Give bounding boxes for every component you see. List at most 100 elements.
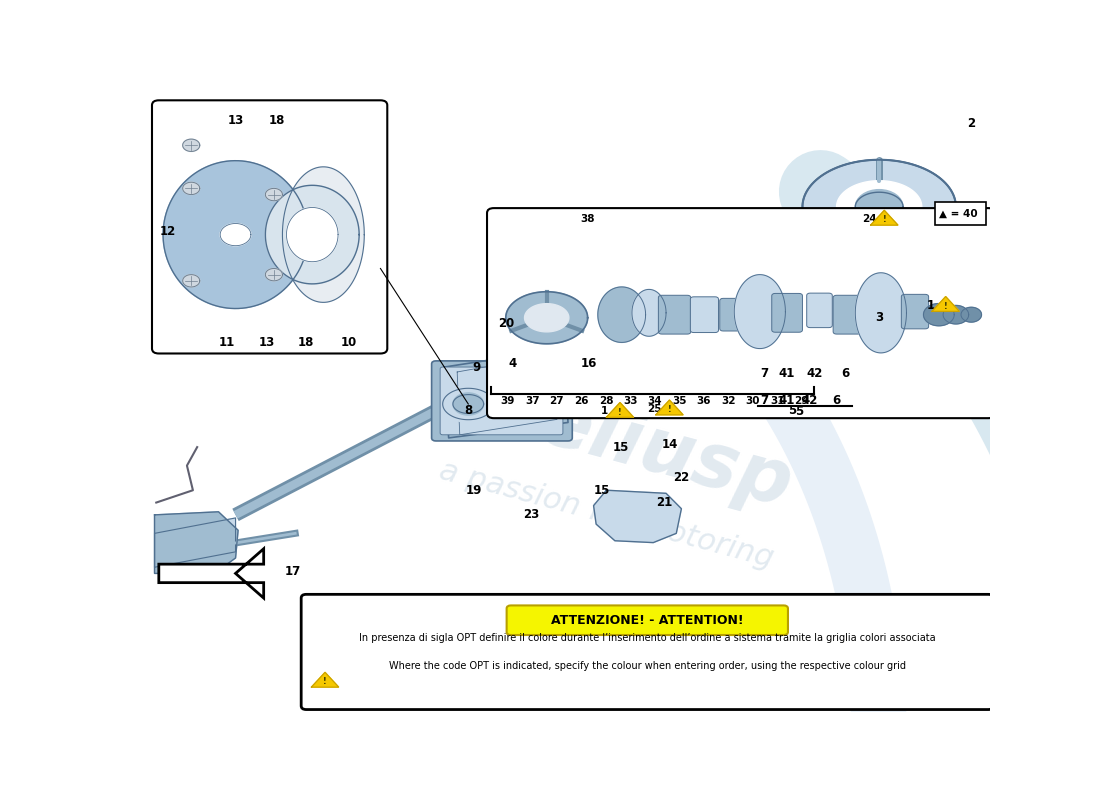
Text: 11: 11 [219,336,235,349]
Polygon shape [286,207,338,262]
Circle shape [183,139,200,151]
Text: 20: 20 [497,318,514,330]
FancyBboxPatch shape [691,297,718,333]
Circle shape [798,371,811,382]
Text: !: ! [944,302,947,310]
FancyBboxPatch shape [935,202,986,226]
Polygon shape [856,273,906,353]
Text: 41: 41 [779,366,795,380]
Text: 39: 39 [500,396,515,406]
Text: 41: 41 [779,394,795,407]
FancyBboxPatch shape [507,606,788,635]
Text: 26: 26 [574,396,589,406]
FancyBboxPatch shape [487,208,996,418]
Polygon shape [220,223,251,246]
Polygon shape [632,290,666,336]
Text: 23: 23 [524,508,539,522]
Text: 18: 18 [298,336,315,349]
Text: a passion for motoring: a passion for motoring [436,456,777,574]
Text: !: ! [323,678,327,686]
Text: 27: 27 [550,396,564,406]
Polygon shape [283,167,364,302]
Text: 34: 34 [648,396,662,406]
Text: 38: 38 [581,214,595,224]
Text: 4: 4 [508,358,517,370]
Text: 1: 1 [926,299,934,312]
FancyBboxPatch shape [806,293,833,328]
Polygon shape [265,186,359,284]
Text: 15: 15 [613,441,629,454]
Polygon shape [506,292,587,344]
Text: eliusp: eliusp [531,384,801,522]
Text: 7: 7 [760,394,768,407]
Polygon shape [163,161,308,309]
Text: !: ! [618,408,621,417]
Circle shape [183,182,200,194]
Polygon shape [924,303,954,326]
Polygon shape [594,490,681,542]
Text: 13: 13 [228,114,244,127]
Text: 17: 17 [285,565,300,578]
Polygon shape [444,349,568,438]
Text: 16: 16 [581,358,597,370]
Circle shape [791,362,805,372]
Polygon shape [311,672,339,687]
FancyBboxPatch shape [901,294,928,329]
Text: 6: 6 [833,394,840,407]
FancyBboxPatch shape [440,367,563,435]
Text: 30: 30 [746,396,760,406]
Circle shape [265,269,283,281]
Text: 28: 28 [600,396,614,406]
Polygon shape [656,400,683,415]
Text: 1: 1 [601,406,608,416]
Polygon shape [547,269,615,318]
FancyBboxPatch shape [772,294,803,332]
Polygon shape [158,549,264,598]
Text: 14: 14 [662,438,679,450]
FancyBboxPatch shape [431,361,572,441]
Text: 31: 31 [770,396,785,406]
Text: Where the code OPT is indicated, specify the colour when entering order, using t: Where the code OPT is indicated, specify… [388,661,905,670]
Polygon shape [154,512,238,574]
Polygon shape [458,354,557,435]
Text: 13: 13 [258,336,275,349]
Polygon shape [154,518,235,567]
Circle shape [265,189,283,201]
Text: !: ! [882,215,887,225]
Text: 10: 10 [341,336,358,349]
Text: 24: 24 [861,214,877,224]
Text: 5: 5 [788,404,796,417]
Text: ATTENZIONE! - ATTENTION!: ATTENZIONE! - ATTENTION! [551,614,744,626]
Circle shape [453,393,484,415]
Text: 15: 15 [594,484,610,497]
Polygon shape [598,287,646,342]
Text: 2: 2 [967,118,976,130]
Polygon shape [735,274,785,349]
Text: 37: 37 [526,396,540,406]
Text: 7: 7 [760,366,768,380]
Circle shape [783,350,796,360]
Text: ▲ = 40: ▲ = 40 [939,209,978,218]
Polygon shape [837,181,922,233]
FancyBboxPatch shape [833,295,866,334]
Circle shape [442,386,494,422]
Text: 18: 18 [268,114,285,127]
Circle shape [856,190,903,224]
Text: 36: 36 [696,396,711,406]
Text: 25: 25 [647,404,661,414]
Text: 42: 42 [801,394,817,407]
Polygon shape [871,210,898,225]
Text: 29: 29 [794,396,808,406]
Polygon shape [606,402,634,418]
Polygon shape [563,318,625,349]
Text: 5: 5 [795,405,803,418]
Text: In presenza di sigla OPT definire il colore durante l’inserimento dell’ordine a : In presenza di sigla OPT definire il col… [359,633,936,643]
Text: 6: 6 [840,366,849,380]
Circle shape [183,274,200,287]
Text: 21: 21 [657,496,672,509]
Text: 9: 9 [473,361,481,374]
Polygon shape [932,297,959,311]
Text: 35: 35 [672,396,686,406]
Text: 22: 22 [673,471,690,485]
Text: 19: 19 [466,484,483,497]
